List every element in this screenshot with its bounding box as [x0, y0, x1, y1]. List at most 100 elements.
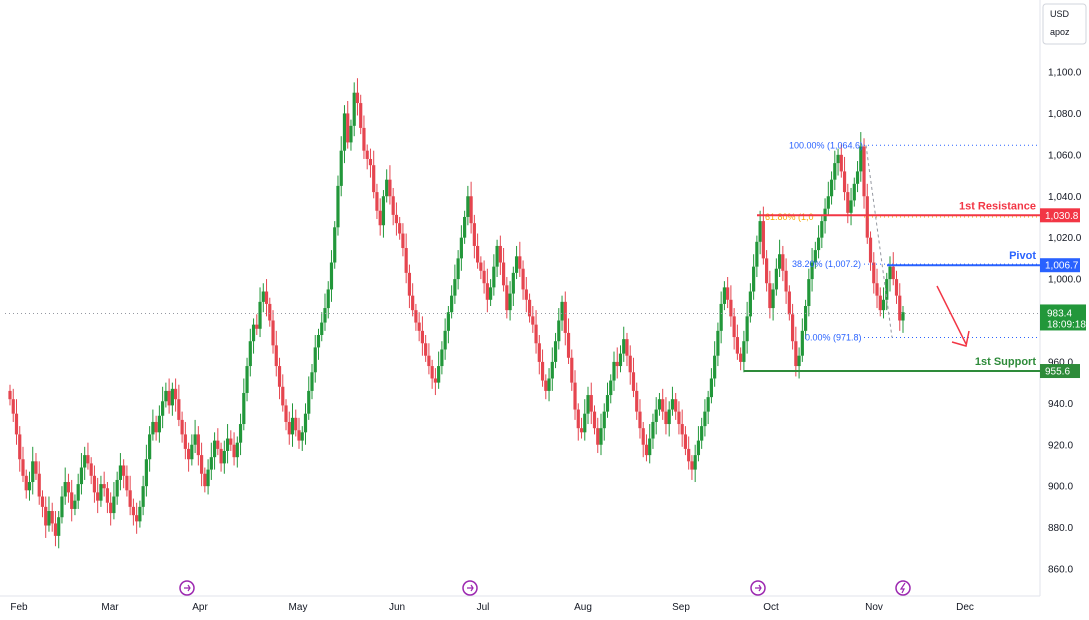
candle-body: [281, 386, 285, 406]
candle-body: [404, 248, 408, 273]
candle-body: [60, 496, 64, 518]
candle-body: [193, 434, 197, 445]
candle-body: [248, 341, 252, 367]
candle-body: [128, 490, 132, 507]
candle-body: [709, 378, 714, 398]
candle-body: [433, 378, 437, 383]
x-tick-label: Jul: [477, 602, 490, 613]
candle-body: [430, 366, 434, 379]
candle-body: [362, 127, 366, 151]
candle-body: [105, 488, 110, 503]
candle-body: [245, 366, 249, 393]
y-tick-label: 960.0: [1048, 357, 1073, 368]
candle-body: [875, 283, 879, 296]
candle-body: [427, 355, 431, 367]
candle-body: [73, 500, 77, 509]
candle-body: [27, 482, 32, 491]
candle-body: [800, 330, 804, 356]
candle-body: [326, 289, 330, 309]
current-price-tag: [1040, 304, 1086, 331]
candle-body: [592, 411, 597, 429]
candle-body: [190, 444, 194, 460]
candle-body: [612, 361, 616, 381]
y-tick-label: 1,080.0: [1048, 109, 1082, 120]
candle-body: [112, 496, 116, 514]
candle-body: [339, 150, 343, 186]
event-marker-lightning-icon[interactable]: [895, 580, 911, 596]
candle-body: [24, 475, 28, 491]
candle-body: [501, 262, 506, 286]
candle-body: [618, 353, 623, 367]
candle-body: [661, 399, 665, 412]
candle-body: [443, 330, 447, 350]
x-tick-label: Oct: [763, 602, 779, 613]
candle-body: [894, 279, 899, 296]
candle-body: [596, 428, 600, 445]
candle-body: [605, 395, 610, 412]
candle-body: [44, 506, 48, 526]
candle-body: [336, 185, 340, 228]
candle-body: [816, 237, 821, 251]
next-icon: [184, 584, 191, 592]
candle-body: [271, 320, 275, 346]
candle-body: [86, 455, 90, 464]
candle-body: [255, 324, 259, 329]
candle-body: [540, 361, 545, 381]
candle-body: [420, 330, 425, 344]
candle-body: [768, 283, 772, 309]
candle-body: [631, 372, 636, 391]
candle-body: [424, 343, 428, 356]
candle-body: [829, 179, 834, 197]
candle-body: [599, 428, 603, 445]
candle-body: [463, 216, 467, 238]
candle-body: [615, 361, 619, 367]
candle-body: [320, 322, 324, 335]
candle-body: [742, 341, 746, 362]
candle-body: [469, 196, 473, 224]
candle-body: [359, 103, 363, 128]
candle-body: [820, 221, 824, 238]
candle-body: [161, 401, 165, 416]
y-tick-label: 1,040.0: [1048, 192, 1082, 203]
candle-body: [349, 125, 353, 143]
candle-body: [167, 390, 171, 406]
candle-body: [446, 312, 450, 331]
next-icon: [467, 584, 474, 592]
candle-body: [251, 324, 256, 342]
candle-body: [300, 432, 304, 441]
candle-body: [609, 380, 613, 396]
support-line-tag: [1040, 364, 1080, 379]
candle-body: [268, 303, 272, 321]
candle-body: [836, 154, 840, 164]
currency-box[interactable]: [1042, 3, 1087, 45]
candle-body: [514, 256, 519, 273]
candle-body: [794, 341, 798, 367]
resistance-line-tag-value: 1,030.8: [1045, 211, 1079, 222]
x-tick-label: Apr: [192, 602, 208, 613]
candle-body: [14, 413, 19, 435]
candle-body: [690, 461, 694, 470]
candle-body: [170, 388, 174, 406]
candle-body: [164, 390, 168, 402]
candle-body: [440, 349, 444, 367]
y-tick-label: 1,020.0: [1048, 233, 1082, 244]
candle-body: [316, 334, 321, 348]
candle-body: [203, 473, 207, 487]
candle-body: [803, 306, 808, 331]
candle-body: [849, 200, 853, 213]
candle-body: [333, 227, 337, 263]
candle-body: [18, 434, 22, 460]
candle-body: [485, 283, 489, 300]
candle-body: [378, 210, 382, 226]
candle-body: [670, 399, 675, 410]
candle-body: [11, 399, 15, 414]
resistance-line-label: 1st Resistance: [959, 200, 1036, 212]
candle-body: [872, 262, 876, 284]
currency-label: USD: [1050, 9, 1070, 19]
candle-body: [411, 295, 415, 311]
x-tick-label: Feb: [10, 602, 28, 613]
candle-body: [229, 438, 233, 445]
candle-body: [732, 316, 736, 338]
candle-body: [417, 322, 421, 331]
